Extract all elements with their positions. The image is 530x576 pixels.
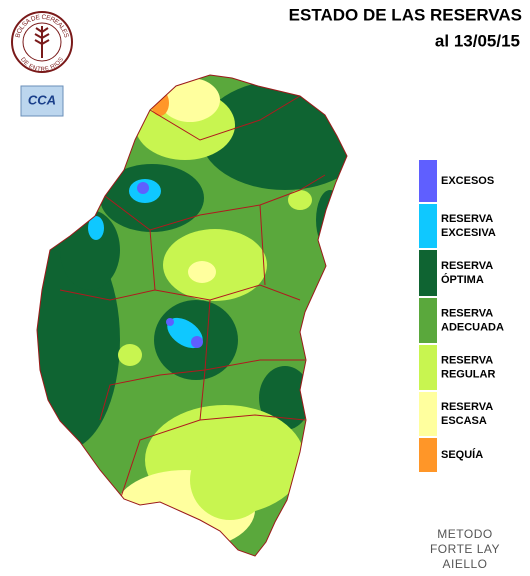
map-region	[166, 318, 174, 326]
method-text: METODO	[437, 527, 492, 541]
legend-label: RESERVA	[441, 401, 493, 413]
legend-label: ÓPTIMA	[441, 273, 484, 286]
legend-swatch	[419, 438, 437, 472]
map	[37, 75, 347, 556]
method-text: FORTE LAY	[430, 542, 500, 556]
map-region	[259, 366, 311, 430]
legend-label: SEQUÍA	[441, 448, 483, 461]
map-region	[137, 182, 149, 194]
legend-swatch	[419, 250, 437, 296]
legend-label: ESCASA	[441, 415, 487, 427]
map-region	[88, 216, 104, 240]
map-region	[190, 440, 270, 520]
logo-badge: CCA	[28, 92, 56, 107]
legend-label: RESERVA	[441, 260, 493, 272]
legend-swatch	[419, 392, 437, 436]
legend-swatch	[419, 160, 437, 202]
legend-label: RESERVA	[441, 354, 493, 366]
map-region	[191, 336, 203, 348]
legend-swatch	[419, 204, 437, 248]
legend-label: EXCESOS	[441, 175, 494, 187]
legend-label: ADECUADA	[441, 321, 504, 333]
method-text: AIELLO	[442, 557, 487, 571]
map-region	[118, 344, 142, 366]
legend-swatch	[419, 298, 437, 343]
map-region	[188, 261, 216, 283]
legend-label: RESERVA	[441, 213, 493, 225]
map-region	[288, 190, 312, 210]
map-region	[163, 229, 267, 301]
legend-label: RESERVA	[441, 307, 493, 319]
legend: EXCESOSRESERVAEXCESIVARESERVAÓPTIMARESER…	[419, 160, 504, 472]
title: ESTADO DE LAS RESERVAS	[289, 5, 522, 24]
logo: BOLSA DE CEREALES DE ENTRE RIOS CCA	[11, 11, 73, 117]
legend-swatch	[419, 345, 437, 390]
date: al 13/05/15	[435, 31, 520, 50]
map-region	[160, 78, 220, 122]
legend-label: EXCESIVA	[441, 227, 496, 239]
legend-label: REGULAR	[441, 368, 495, 380]
